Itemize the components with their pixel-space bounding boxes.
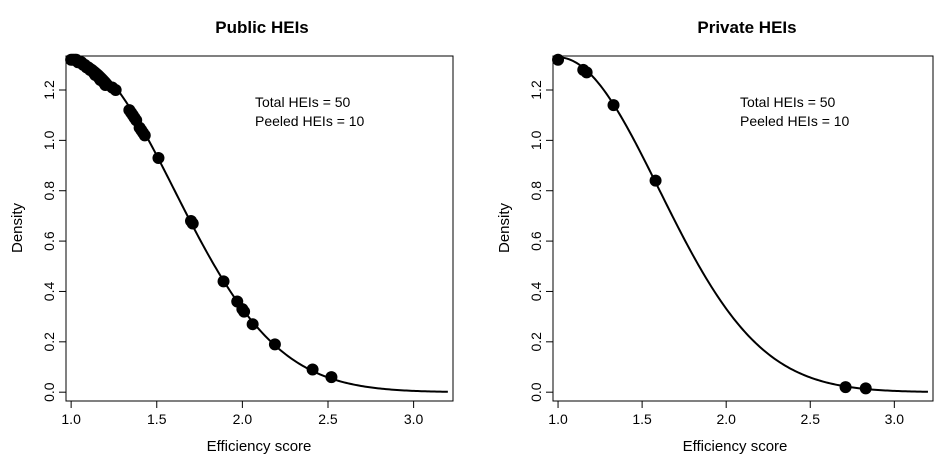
data-point xyxy=(217,275,230,288)
y-axis-label: Density xyxy=(496,202,513,253)
data-point xyxy=(152,151,165,164)
x-tick-label: 3.0 xyxy=(404,411,424,427)
data-point xyxy=(186,217,199,230)
x-tick-label: 2.5 xyxy=(801,411,821,427)
x-tick-label: 1.5 xyxy=(147,411,167,427)
annotation-total: Total HEIs = 50 xyxy=(255,94,351,110)
y-tick-label: 1.2 xyxy=(41,80,57,100)
data-point xyxy=(607,99,620,112)
data-point xyxy=(649,174,662,187)
x-tick-label: 2.0 xyxy=(233,411,253,427)
x-tick-label: 1.5 xyxy=(632,411,652,427)
data-point xyxy=(552,53,565,66)
plot-frame xyxy=(552,55,934,402)
y-tick-label: 0.0 xyxy=(528,382,544,402)
y-axis: 0.0 0.2 0.4 0.6 0.8 1.0 1.2 xyxy=(41,80,66,402)
x-tick-label: 1.0 xyxy=(548,411,568,427)
panel-public-heis: Public HEIs 1.0 1.5 2.0 2.5 3.0 0.0 0.2 0.4 0.6… xyxy=(9,18,454,455)
y-axis: 0.0 0.2 0.4 0.6 0.8 1.0 1.2 xyxy=(528,80,553,402)
data-point xyxy=(325,371,338,384)
x-axis-label: Efficiency score xyxy=(207,438,312,455)
data-point xyxy=(238,305,251,318)
y-tick-label: 0.2 xyxy=(528,332,544,352)
y-tick-label: 0.2 xyxy=(41,332,57,352)
y-tick-label: 1.0 xyxy=(528,130,544,150)
y-tick-label: 0.6 xyxy=(41,231,57,251)
x-tick-label: 3.0 xyxy=(885,411,905,427)
data-point xyxy=(246,318,259,331)
data-points xyxy=(552,53,872,395)
y-tick-label: 0.8 xyxy=(528,181,544,201)
annotation-peeled: Peeled HEIs = 10 xyxy=(255,113,365,129)
data-point xyxy=(580,66,593,79)
data-point xyxy=(268,338,281,351)
y-tick-label: 0.0 xyxy=(41,382,57,402)
annotation-peeled: Peeled HEIs = 10 xyxy=(740,113,850,129)
chart-title: Public HEIs xyxy=(215,18,309,37)
x-tick-label: 2.5 xyxy=(318,411,338,427)
x-tick-label: 2.0 xyxy=(716,411,736,427)
y-tick-label: 1.0 xyxy=(41,130,57,150)
annotation-total: Total HEIs = 50 xyxy=(740,94,836,110)
y-tick-label: 0.8 xyxy=(41,181,57,201)
chart-title: Private HEIs xyxy=(697,18,796,37)
data-points xyxy=(65,53,338,384)
y-tick-label: 0.4 xyxy=(41,282,57,302)
x-axis: 1.0 1.5 2.0 2.5 3.0 xyxy=(548,401,904,427)
y-axis-label: Density xyxy=(9,202,26,253)
data-point xyxy=(109,83,122,96)
data-point xyxy=(138,129,151,142)
y-tick-label: 1.2 xyxy=(528,80,544,100)
x-tick-label: 1.0 xyxy=(61,411,81,427)
y-tick-label: 0.4 xyxy=(528,282,544,302)
x-axis: 1.0 1.5 2.0 2.5 3.0 xyxy=(61,401,424,427)
x-axis-label: Efficiency score xyxy=(683,438,788,455)
panel-private-heis: Private HEIs 1.0 1.5 2.0 2.5 3.0 0.00.20.40.… xyxy=(496,18,934,455)
plot-frame xyxy=(65,55,454,402)
data-point xyxy=(839,381,852,394)
y-tick-label: 0.6 xyxy=(528,231,544,251)
data-point xyxy=(306,363,319,376)
data-point xyxy=(859,382,872,395)
